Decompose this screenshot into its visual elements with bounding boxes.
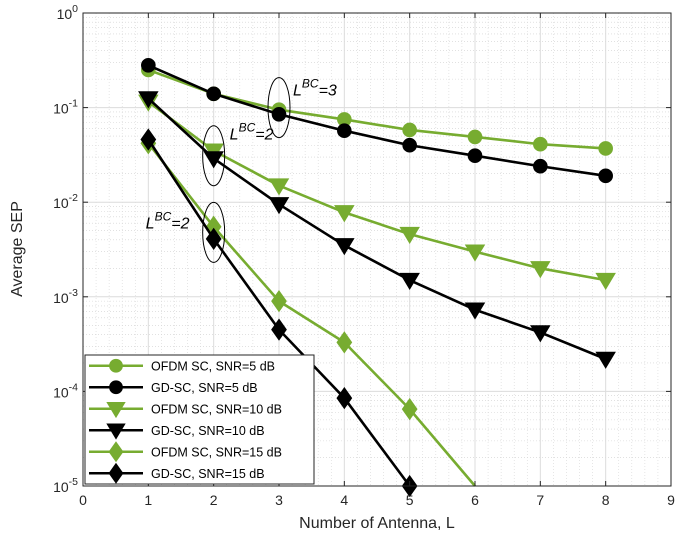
y-tick-label: 100	[57, 3, 79, 22]
series-line	[147, 97, 607, 361]
y-tick-label: 10-3	[53, 287, 78, 306]
data-point	[402, 122, 417, 138]
legend-marker	[106, 401, 126, 419]
data-point	[268, 178, 290, 196]
series-line	[147, 142, 476, 487]
legend-marker	[108, 441, 124, 463]
legend-entry: GD-SC, SNR=15 dB	[89, 462, 265, 484]
legend-label: OFDM SC, SNR=15 dB	[151, 445, 282, 459]
annotation-label: LBC=3	[293, 77, 337, 100]
series-2	[141, 57, 613, 184]
annotation-ellipse	[202, 201, 226, 263]
data-point	[595, 272, 616, 291]
data-point	[271, 318, 287, 341]
legend-entry: OFDM SC, SNR=10 dB	[89, 401, 282, 419]
legend-label: GD-SC, SNR=10 dB	[151, 424, 265, 438]
data-point	[334, 238, 355, 256]
legend-marker	[109, 380, 123, 395]
series-4	[138, 91, 616, 369]
data-point	[598, 141, 613, 156]
legend-entry: GD-SC, SNR=5 dB	[89, 380, 258, 395]
legend-entry: GD-SC, SNR=10 dB	[89, 423, 265, 440]
x-tick-label: 6	[471, 492, 479, 508]
legend-label: GD-SC, SNR=5 dB	[151, 381, 258, 395]
data-point	[595, 351, 616, 369]
plot-frame	[82, 12, 672, 487]
data-point	[336, 331, 353, 354]
y-tick-label: 10-2	[53, 192, 78, 211]
series-line	[147, 64, 606, 178]
legend-marker	[109, 358, 123, 373]
data-point	[271, 106, 287, 122]
data-point	[141, 57, 156, 73]
data-point	[138, 91, 159, 109]
x-tick-label: 7	[536, 492, 544, 508]
data-point	[205, 227, 222, 250]
legend-label: OFDM SC, SNR=5 dB	[151, 359, 275, 373]
data-point	[464, 244, 486, 262]
annotation-label: LBC=2	[146, 209, 190, 232]
x-tick-label: 4	[340, 492, 348, 508]
data-point	[334, 205, 355, 223]
data-point	[467, 129, 483, 145]
data-point	[271, 290, 287, 313]
data-point	[206, 86, 221, 102]
data-point	[530, 261, 551, 279]
data-point	[533, 136, 548, 152]
x-tick-label: 8	[602, 492, 610, 508]
data-point	[402, 137, 417, 153]
x-tick-label: 3	[275, 492, 283, 508]
data-point	[336, 386, 353, 410]
annotation-labels: LBC=3 LBC=2 LBC=2	[146, 77, 337, 233]
annotation-ellipse	[267, 77, 291, 139]
data-point	[140, 128, 157, 151]
data-point	[464, 302, 486, 320]
data-point	[533, 158, 548, 174]
data-point	[399, 272, 420, 291]
y-tick-label: 10-5	[53, 476, 78, 495]
x-tick-label: 2	[210, 492, 218, 508]
legend-label: OFDM SC, SNR=10 dB	[151, 402, 282, 416]
y-axis-label: Average SEP	[9, 201, 26, 297]
annotation-ellipse	[202, 125, 226, 187]
data-point	[399, 226, 420, 245]
data-point	[268, 197, 290, 215]
data-point	[203, 151, 224, 169]
x-tick-label: 1	[144, 492, 152, 508]
data-point	[337, 123, 352, 139]
data-point	[401, 397, 418, 421]
y-tick-label: 10-4	[53, 381, 78, 400]
legend-marker	[108, 462, 124, 484]
x-axis-label: Number of Antenna, L	[299, 515, 455, 532]
legend-label: GD-SC, SNR=15 dB	[151, 467, 265, 481]
legend-entry: OFDM SC, SNR=15 dB	[89, 441, 282, 463]
x-tick-label: 0	[79, 492, 87, 508]
data-point	[530, 325, 551, 343]
annotation-label: LBC=2	[230, 121, 274, 144]
annotation-ellipses	[202, 77, 291, 263]
legend: OFDM SC, SNR=5 dB GD-SC, SNR=5 dB OFDM SC,…	[84, 354, 315, 485]
data-point	[467, 148, 483, 164]
x-tick-label: 5	[406, 492, 414, 508]
legend-entry: OFDM SC, SNR=5 dB	[89, 358, 275, 373]
legend-marker	[106, 423, 126, 440]
y-tick-label: 10-1	[53, 98, 78, 117]
legend-box	[84, 354, 315, 485]
data-point	[598, 168, 613, 184]
axis-ticks: 0 1 2 3 4 5 6 7 8 9 100 10-1 10-2 10-3 10-4 10-5	[53, 3, 675, 508]
x-tick-label: 9	[667, 492, 675, 508]
